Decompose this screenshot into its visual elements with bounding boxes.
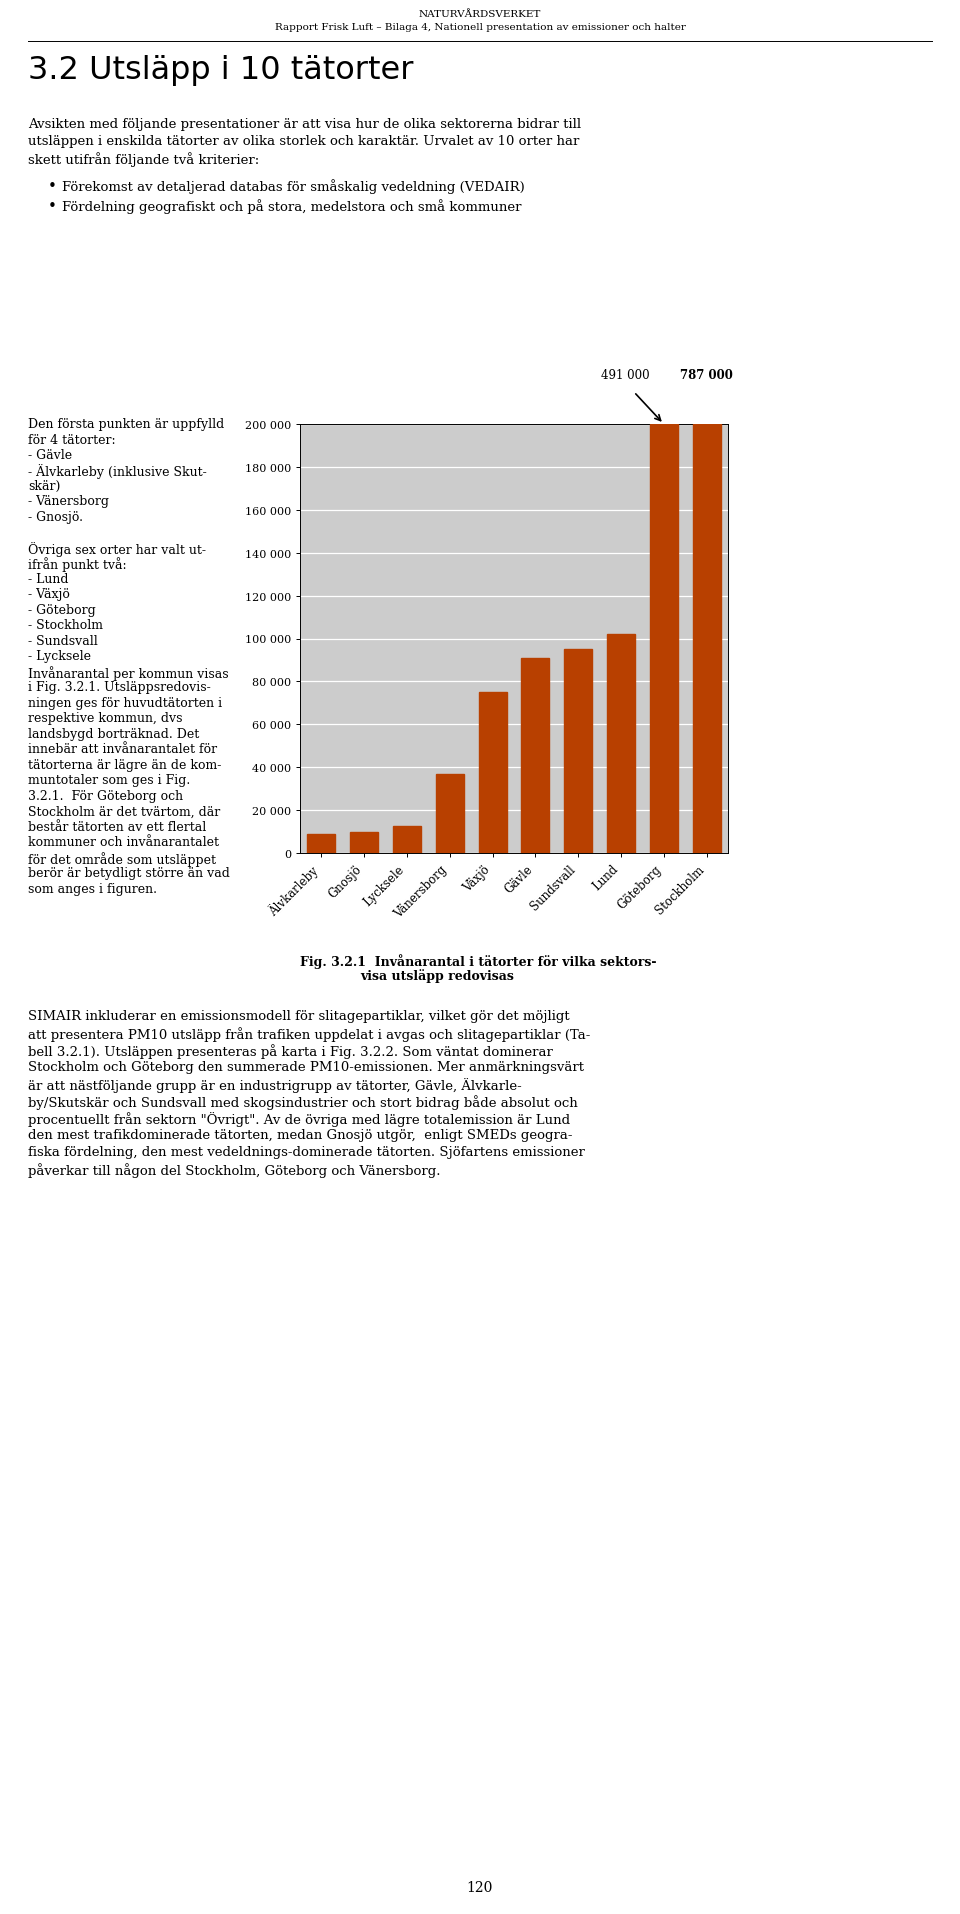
Text: att presentera PM10 utsläpp från trafiken uppdelat i avgas och slitagepartiklar : att presentera PM10 utsläpp från trafike… xyxy=(28,1026,590,1041)
Text: Övriga sex orter har valt ut-: Övriga sex orter har valt ut- xyxy=(28,542,206,557)
Text: den mest trafikdominerade tätorten, medan Gnosjö utgör,  enligt SMEDs geogra-: den mest trafikdominerade tätorten, meda… xyxy=(28,1129,572,1141)
Text: Fördelning geografiskt och på stora, medelstora och små kommuner: Fördelning geografiskt och på stora, med… xyxy=(62,199,521,214)
Text: Stockholm är det tvärtom, där: Stockholm är det tvärtom, där xyxy=(28,806,220,817)
Text: bell 3.2.1). Utsläppen presenteras på karta i Fig. 3.2.2. Som väntat dominerar: bell 3.2.1). Utsläppen presenteras på ka… xyxy=(28,1043,553,1058)
Text: - Lycksele: - Lycksele xyxy=(28,651,91,662)
Text: är att nästföljande grupp är en industrigrupp av tätorter, Gävle, Älvkarle-: är att nästföljande grupp är en industri… xyxy=(28,1078,521,1093)
Text: skär): skär) xyxy=(28,480,60,492)
Text: by/Skutskär och Sundsvall med skogsindustrier och stort bidrag både absolut och: by/Skutskär och Sundsvall med skogsindus… xyxy=(28,1095,578,1110)
Text: 3.2.1.  För Göteborg och: 3.2.1. För Göteborg och xyxy=(28,790,183,802)
Text: Förekomst av detaljerad databas för småskalig vedeldning (VEDAIR): Förekomst av detaljerad databas för smås… xyxy=(62,178,525,193)
Text: Invånarantal per kommun visas: Invånarantal per kommun visas xyxy=(28,666,228,681)
Text: landsbygd borträknad. Det: landsbygd borträknad. Det xyxy=(28,727,200,741)
Text: Fig. 3.2.1  Invånarantal i tätorter för vilka sektors-: Fig. 3.2.1 Invånarantal i tätorter för v… xyxy=(300,953,657,968)
Bar xyxy=(436,775,464,854)
Bar xyxy=(693,425,721,854)
Text: - Gävle: - Gävle xyxy=(28,448,72,461)
Bar xyxy=(650,425,678,854)
Text: muntotaler som ges i Fig.: muntotaler som ges i Fig. xyxy=(28,773,190,787)
Text: 3.2 Utsläpp i 10 tätorter: 3.2 Utsläpp i 10 tätorter xyxy=(28,56,414,86)
Bar xyxy=(307,835,335,854)
Text: - Lund: - Lund xyxy=(28,572,68,586)
Text: respektive kommun, dvs: respektive kommun, dvs xyxy=(28,712,182,725)
Bar xyxy=(479,693,507,854)
Text: SIMAIR inkluderar en emissionsmodell för slitagepartiklar, vilket gör det möjlig: SIMAIR inkluderar en emissionsmodell för… xyxy=(28,1009,569,1022)
Text: utsläppen i enskilda tätorter av olika storlek och karaktär. Urvalet av 10 orter: utsläppen i enskilda tätorter av olika s… xyxy=(28,134,580,147)
Text: Rapport Frisk Luft – Bilaga 4, Nationell presentation av emissioner och halter: Rapport Frisk Luft – Bilaga 4, Nationell… xyxy=(275,23,685,33)
Text: fiska fördelning, den mest vedeldnings-dominerade tätorten. Sjöfartens emissione: fiska fördelning, den mest vedeldnings-d… xyxy=(28,1145,585,1158)
Bar xyxy=(521,658,549,854)
Text: - Sundsvall: - Sundsvall xyxy=(28,635,98,647)
Text: 787 000: 787 000 xyxy=(681,369,733,383)
Text: består tätorten av ett flertal: består tätorten av ett flertal xyxy=(28,821,206,835)
Text: - Älvkarleby (inklusive Skut-: - Älvkarleby (inklusive Skut- xyxy=(28,465,206,478)
Text: i Fig. 3.2.1. Utsläppsredovis-: i Fig. 3.2.1. Utsläppsredovis- xyxy=(28,681,211,695)
Text: för det område som utsläppet: för det område som utsläppet xyxy=(28,852,216,867)
Bar xyxy=(350,833,378,854)
Text: 491 000: 491 000 xyxy=(601,369,650,383)
Text: - Göteborg: - Göteborg xyxy=(28,603,96,616)
Text: Avsikten med följande presentationer är att visa hur de olika sektorerna bidrar : Avsikten med följande presentationer är … xyxy=(28,119,581,130)
Text: berör är betydligt större än vad: berör är betydligt större än vad xyxy=(28,867,229,880)
Text: tätorterna är lägre än de kom-: tätorterna är lägre än de kom- xyxy=(28,758,222,771)
Text: ningen ges för huvudtätorten i: ningen ges för huvudtätorten i xyxy=(28,697,222,710)
Text: - Stockholm: - Stockholm xyxy=(28,618,103,632)
Bar xyxy=(564,651,592,854)
Bar xyxy=(393,827,420,854)
Bar xyxy=(607,635,635,854)
Text: skett utifrån följande två kriterier:: skett utifrån följande två kriterier: xyxy=(28,151,259,167)
Text: •: • xyxy=(48,199,57,214)
Text: - Gnosjö.: - Gnosjö. xyxy=(28,511,83,524)
Text: visa utsläpp redovisas: visa utsläpp redovisas xyxy=(360,968,514,982)
Text: innebär att invånarantalet för: innebär att invånarantalet för xyxy=(28,743,217,756)
Text: Den första punkten är uppfylld: Den första punkten är uppfylld xyxy=(28,417,225,431)
Text: NATURVÅRDSVERKET: NATURVÅRDSVERKET xyxy=(419,10,541,19)
Text: Stockholm och Göteborg den summerade PM10-emissionen. Mer anmärkningsvärt: Stockholm och Göteborg den summerade PM1… xyxy=(28,1060,584,1074)
Text: procentuellt från sektorn "Övrigt". Av de övriga med lägre totalemission är Lund: procentuellt från sektorn "Övrigt". Av d… xyxy=(28,1112,570,1127)
Text: •: • xyxy=(48,178,57,193)
Text: för 4 tätorter:: för 4 tätorter: xyxy=(28,433,115,446)
Text: 120: 120 xyxy=(467,1880,493,1895)
Text: - Vänersborg: - Vänersborg xyxy=(28,496,109,509)
Text: påverkar till någon del Stockholm, Göteborg och Vänersborg.: påverkar till någon del Stockholm, Göteb… xyxy=(28,1162,441,1177)
Text: kommuner och invånarantalet: kommuner och invånarantalet xyxy=(28,836,219,850)
Text: - Växjö: - Växjö xyxy=(28,588,70,601)
Text: som anges i figuren.: som anges i figuren. xyxy=(28,882,157,896)
Text: ifrån punkt två:: ifrån punkt två: xyxy=(28,557,127,572)
